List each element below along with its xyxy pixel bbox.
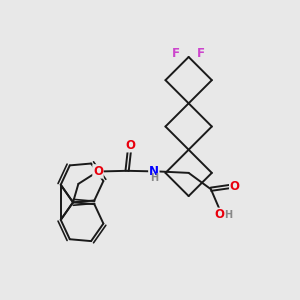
Text: N: N bbox=[149, 165, 159, 178]
Text: O: O bbox=[214, 208, 224, 221]
Text: O: O bbox=[93, 165, 103, 178]
Text: F: F bbox=[197, 47, 205, 60]
Text: F: F bbox=[172, 47, 180, 60]
Text: O: O bbox=[125, 139, 135, 152]
Text: H: H bbox=[150, 173, 158, 183]
Text: O: O bbox=[230, 180, 240, 193]
Text: H: H bbox=[224, 210, 232, 220]
